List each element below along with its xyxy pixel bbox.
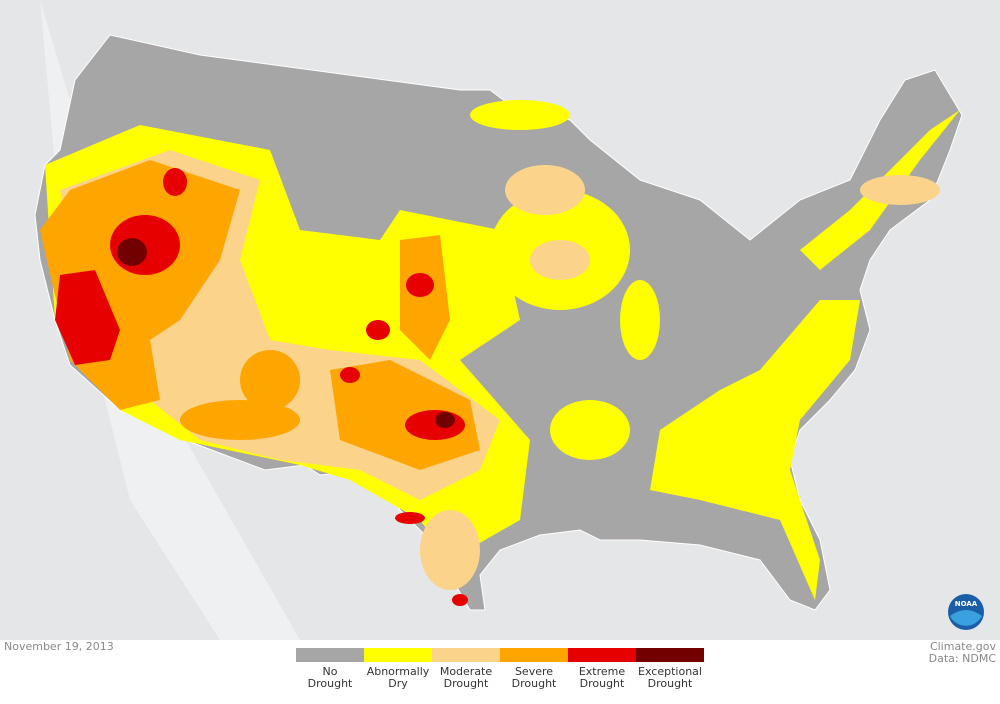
legend-label: Severe Drought (511, 665, 557, 690)
data-credit: Data: NDMC (928, 652, 996, 665)
source: Climate.gov (929, 640, 996, 653)
noaa-logo: NOAA (948, 594, 984, 630)
legend-label: Moderate Drought (439, 665, 493, 690)
legend-label-box: No Drought (296, 666, 364, 690)
legend-swatch (432, 648, 500, 662)
legend-label-box: Severe Drought (500, 666, 568, 690)
legend-label-box: Abnormally Dry (364, 666, 432, 690)
drought-map: NOAA (0, 0, 1000, 640)
legend-swatch (568, 648, 636, 662)
legend-swatch (500, 648, 568, 662)
legend-label: Extreme Drought (578, 665, 626, 690)
logo-text: NOAA (955, 600, 978, 608)
exceptional-drought-areas (117, 238, 455, 428)
legend-swatch (296, 648, 364, 662)
legend-label: Exceptional Drought (638, 665, 702, 690)
legend-label: No Drought (307, 665, 353, 690)
legend-swatch (636, 648, 704, 662)
date: November 19, 2013 (4, 640, 114, 653)
legend-label: Abnormally Dry (366, 665, 430, 690)
legend-swatch (364, 648, 432, 662)
legend-label-box: Exceptional Drought (636, 666, 704, 690)
legend-label-box: Extreme Drought (568, 666, 636, 690)
extreme-drought-areas (55, 168, 468, 606)
legend: No Drought Abnormally Dry Moderate Drought… (296, 648, 706, 702)
legend-label-box: Moderate Drought (432, 666, 500, 690)
